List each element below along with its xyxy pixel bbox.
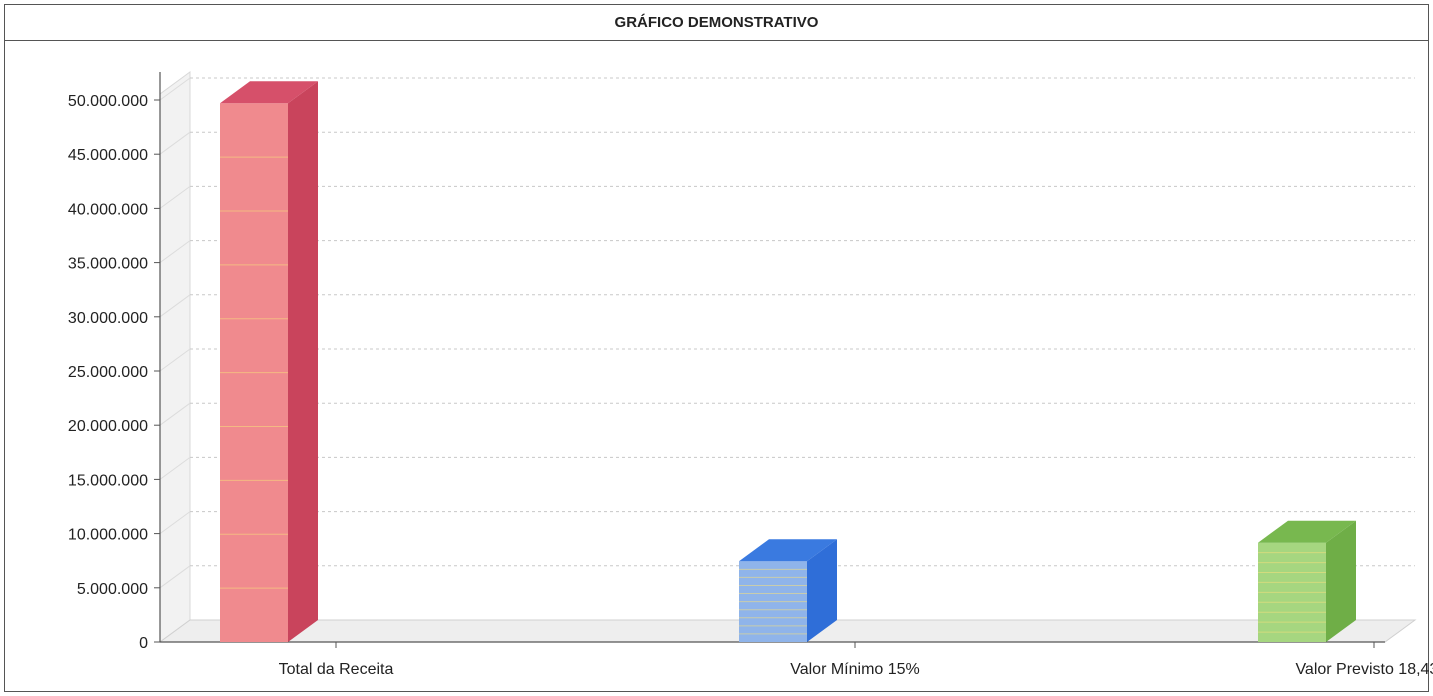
gridline-wall (159, 511, 191, 535)
side-wall (159, 71, 191, 643)
y-tick-label: 0 (139, 635, 148, 652)
bar-side (1326, 520, 1356, 642)
gridline-wall (159, 240, 191, 264)
chart-title: GRÁFICO DEMONSTRATIVO (614, 14, 819, 31)
y-tick-label: 45.000.000 (68, 147, 148, 164)
gridline-wall (159, 565, 191, 589)
bar (220, 81, 318, 642)
gridline-wall (159, 456, 191, 480)
x-tick-label: Valor Previsto 18,43% (1295, 661, 1433, 678)
y-tick-label: 50.000.000 (68, 93, 148, 110)
y-tick-label: 15.000.000 (68, 472, 148, 489)
gridline-wall (159, 348, 191, 372)
y-tick-label: 10.000.000 (68, 527, 148, 544)
gridline-wall (159, 185, 191, 209)
x-tick-label: Total da Receita (279, 661, 394, 678)
bar-top (739, 539, 837, 562)
gridline-wall (159, 402, 191, 426)
gridlines (159, 77, 1415, 589)
bar-side (288, 81, 318, 642)
x-axis-labels: Total da Receita Valor Mínimo 15% Valor Pr… (279, 642, 1433, 678)
y-axis-ticks: 0 5.000.000 10.000.000 15.000.000 20.000.000… (68, 93, 160, 652)
y-tick-label: 20.000.000 (68, 418, 148, 435)
x-tick-label: Valor Mínimo 15% (790, 661, 920, 678)
bar-side (807, 539, 837, 642)
bars (220, 81, 1356, 642)
gridline-wall (159, 294, 191, 318)
y-tick-label: 30.000.000 (68, 310, 148, 327)
bar (739, 539, 837, 642)
bar-top (220, 81, 318, 104)
bar (1258, 520, 1356, 642)
gridline-wall (159, 77, 191, 101)
y-tick-label: 40.000.000 (68, 201, 148, 218)
title-bar: GRÁFICO DEMONSTRATIVO (5, 5, 1428, 41)
y-tick-label: 25.000.000 (68, 364, 148, 381)
y-tick-label: 35.000.000 (68, 256, 148, 273)
bar-top (1258, 520, 1356, 543)
gridline-wall (159, 131, 191, 155)
y-tick-label: 5.000.000 (77, 581, 148, 598)
